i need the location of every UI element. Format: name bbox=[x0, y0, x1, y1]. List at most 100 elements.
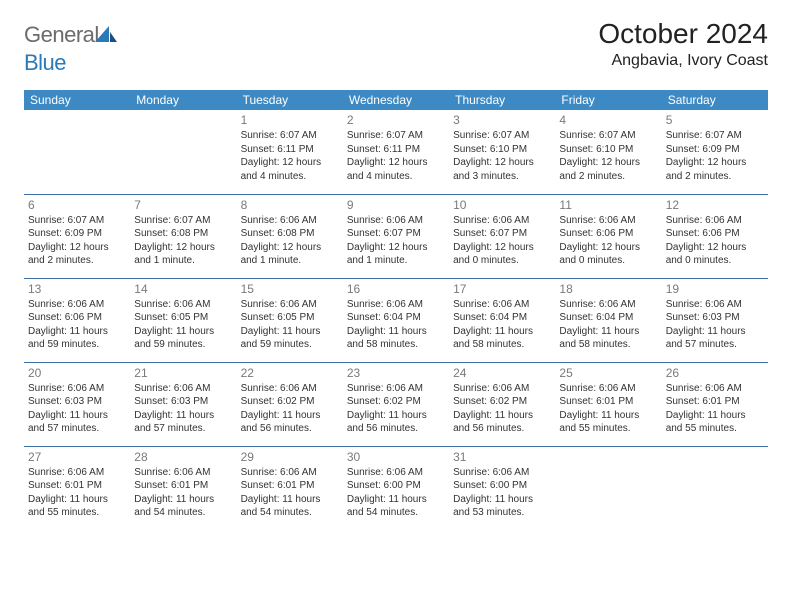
daylight-text: and 57 minutes. bbox=[28, 422, 124, 436]
weekday-header: Monday bbox=[130, 90, 236, 110]
daylight-text: Daylight: 12 hours bbox=[134, 241, 230, 255]
sunset-text: Sunset: 6:09 PM bbox=[28, 227, 124, 241]
sunrise-text: Sunrise: 6:06 AM bbox=[28, 382, 124, 396]
daylight-text: and 0 minutes. bbox=[559, 254, 655, 268]
day-number: 26 bbox=[666, 365, 762, 381]
calendar-day-cell: 13Sunrise: 6:06 AMSunset: 6:06 PMDayligh… bbox=[24, 278, 130, 362]
daylight-text: Daylight: 11 hours bbox=[559, 325, 655, 339]
sunset-text: Sunset: 6:06 PM bbox=[559, 227, 655, 241]
daylight-text: Daylight: 11 hours bbox=[559, 409, 655, 423]
daylight-text: Daylight: 11 hours bbox=[28, 493, 124, 507]
sunset-text: Sunset: 6:03 PM bbox=[28, 395, 124, 409]
daylight-text: and 4 minutes. bbox=[241, 170, 337, 184]
sunrise-text: Sunrise: 6:07 AM bbox=[666, 129, 762, 143]
daylight-text: and 55 minutes. bbox=[559, 422, 655, 436]
sunrise-text: Sunrise: 6:06 AM bbox=[347, 382, 443, 396]
calendar-day-cell: 17Sunrise: 6:06 AMSunset: 6:04 PMDayligh… bbox=[449, 278, 555, 362]
sunset-text: Sunset: 6:02 PM bbox=[347, 395, 443, 409]
day-number: 19 bbox=[666, 281, 762, 297]
sunrise-text: Sunrise: 6:07 AM bbox=[559, 129, 655, 143]
logo-sail-icon bbox=[95, 24, 117, 50]
daylight-text: Daylight: 12 hours bbox=[453, 241, 549, 255]
day-number: 6 bbox=[28, 197, 124, 213]
header: GeneralBlue October 2024 Angbavia, Ivory… bbox=[24, 18, 768, 76]
calendar-day-cell: 29Sunrise: 6:06 AMSunset: 6:01 PMDayligh… bbox=[237, 446, 343, 530]
daylight-text: Daylight: 11 hours bbox=[453, 325, 549, 339]
daylight-text: Daylight: 11 hours bbox=[347, 409, 443, 423]
calendar-day-cell: 31Sunrise: 6:06 AMSunset: 6:00 PMDayligh… bbox=[449, 446, 555, 530]
daylight-text: and 0 minutes. bbox=[453, 254, 549, 268]
sunset-text: Sunset: 6:03 PM bbox=[134, 395, 230, 409]
sunset-text: Sunset: 6:02 PM bbox=[453, 395, 549, 409]
calendar-page: GeneralBlue October 2024 Angbavia, Ivory… bbox=[0, 0, 792, 550]
day-number: 13 bbox=[28, 281, 124, 297]
daylight-text: Daylight: 11 hours bbox=[28, 409, 124, 423]
daylight-text: Daylight: 11 hours bbox=[241, 493, 337, 507]
logo-text: GeneralBlue bbox=[24, 22, 117, 76]
calendar-week-row: 20Sunrise: 6:06 AMSunset: 6:03 PMDayligh… bbox=[24, 362, 768, 446]
day-number: 8 bbox=[241, 197, 337, 213]
daylight-text: and 1 minute. bbox=[347, 254, 443, 268]
sunrise-text: Sunrise: 6:06 AM bbox=[134, 382, 230, 396]
sunrise-text: Sunrise: 6:06 AM bbox=[347, 298, 443, 312]
sunset-text: Sunset: 6:11 PM bbox=[347, 143, 443, 157]
sunrise-text: Sunrise: 6:07 AM bbox=[347, 129, 443, 143]
sunset-text: Sunset: 6:04 PM bbox=[347, 311, 443, 325]
day-number: 1 bbox=[241, 112, 337, 128]
calendar-empty-cell bbox=[24, 110, 130, 194]
sunrise-text: Sunrise: 6:06 AM bbox=[559, 382, 655, 396]
calendar-day-cell: 16Sunrise: 6:06 AMSunset: 6:04 PMDayligh… bbox=[343, 278, 449, 362]
sunset-text: Sunset: 6:04 PM bbox=[559, 311, 655, 325]
day-number: 31 bbox=[453, 449, 549, 465]
logo-text-blue: Blue bbox=[24, 50, 66, 75]
daylight-text: and 59 minutes. bbox=[28, 338, 124, 352]
day-number: 9 bbox=[347, 197, 443, 213]
calendar-day-cell: 21Sunrise: 6:06 AMSunset: 6:03 PMDayligh… bbox=[130, 362, 236, 446]
calendar-day-cell: 5Sunrise: 6:07 AMSunset: 6:09 PMDaylight… bbox=[662, 110, 768, 194]
daylight-text: Daylight: 11 hours bbox=[241, 409, 337, 423]
daylight-text: Daylight: 11 hours bbox=[453, 409, 549, 423]
sunrise-text: Sunrise: 6:06 AM bbox=[28, 466, 124, 480]
daylight-text: and 56 minutes. bbox=[347, 422, 443, 436]
daylight-text: and 59 minutes. bbox=[134, 338, 230, 352]
calendar-empty-cell bbox=[662, 446, 768, 530]
daylight-text: and 58 minutes. bbox=[347, 338, 443, 352]
calendar-day-cell: 20Sunrise: 6:06 AMSunset: 6:03 PMDayligh… bbox=[24, 362, 130, 446]
calendar-day-cell: 30Sunrise: 6:06 AMSunset: 6:00 PMDayligh… bbox=[343, 446, 449, 530]
day-number: 29 bbox=[241, 449, 337, 465]
sunrise-text: Sunrise: 6:06 AM bbox=[28, 298, 124, 312]
daylight-text: Daylight: 12 hours bbox=[241, 156, 337, 170]
calendar-day-cell: 11Sunrise: 6:06 AMSunset: 6:06 PMDayligh… bbox=[555, 194, 661, 278]
sunrise-text: Sunrise: 6:06 AM bbox=[559, 298, 655, 312]
daylight-text: Daylight: 11 hours bbox=[347, 493, 443, 507]
day-number: 14 bbox=[134, 281, 230, 297]
month-title: October 2024 bbox=[598, 18, 768, 50]
calendar-day-cell: 23Sunrise: 6:06 AMSunset: 6:02 PMDayligh… bbox=[343, 362, 449, 446]
calendar-day-cell: 8Sunrise: 6:06 AMSunset: 6:08 PMDaylight… bbox=[237, 194, 343, 278]
sunrise-text: Sunrise: 6:07 AM bbox=[453, 129, 549, 143]
daylight-text: Daylight: 11 hours bbox=[134, 409, 230, 423]
daylight-text: Daylight: 12 hours bbox=[347, 241, 443, 255]
daylight-text: and 2 minutes. bbox=[28, 254, 124, 268]
daylight-text: and 0 minutes. bbox=[666, 254, 762, 268]
sunrise-text: Sunrise: 6:06 AM bbox=[241, 466, 337, 480]
daylight-text: and 57 minutes. bbox=[666, 338, 762, 352]
daylight-text: Daylight: 12 hours bbox=[241, 241, 337, 255]
sunrise-text: Sunrise: 6:06 AM bbox=[241, 382, 337, 396]
daylight-text: and 54 minutes. bbox=[134, 506, 230, 520]
sunrise-text: Sunrise: 6:06 AM bbox=[347, 466, 443, 480]
daylight-text: Daylight: 12 hours bbox=[559, 156, 655, 170]
calendar-day-cell: 9Sunrise: 6:06 AMSunset: 6:07 PMDaylight… bbox=[343, 194, 449, 278]
sunset-text: Sunset: 6:08 PM bbox=[134, 227, 230, 241]
sunset-text: Sunset: 6:01 PM bbox=[559, 395, 655, 409]
daylight-text: and 53 minutes. bbox=[453, 506, 549, 520]
sunrise-text: Sunrise: 6:06 AM bbox=[241, 298, 337, 312]
calendar-day-cell: 26Sunrise: 6:06 AMSunset: 6:01 PMDayligh… bbox=[662, 362, 768, 446]
sunset-text: Sunset: 6:09 PM bbox=[666, 143, 762, 157]
sunset-text: Sunset: 6:06 PM bbox=[28, 311, 124, 325]
sunset-text: Sunset: 6:08 PM bbox=[241, 227, 337, 241]
weekday-header: Tuesday bbox=[237, 90, 343, 110]
sunrise-text: Sunrise: 6:06 AM bbox=[453, 382, 549, 396]
daylight-text: Daylight: 11 hours bbox=[241, 325, 337, 339]
sunrise-text: Sunrise: 6:07 AM bbox=[28, 214, 124, 228]
